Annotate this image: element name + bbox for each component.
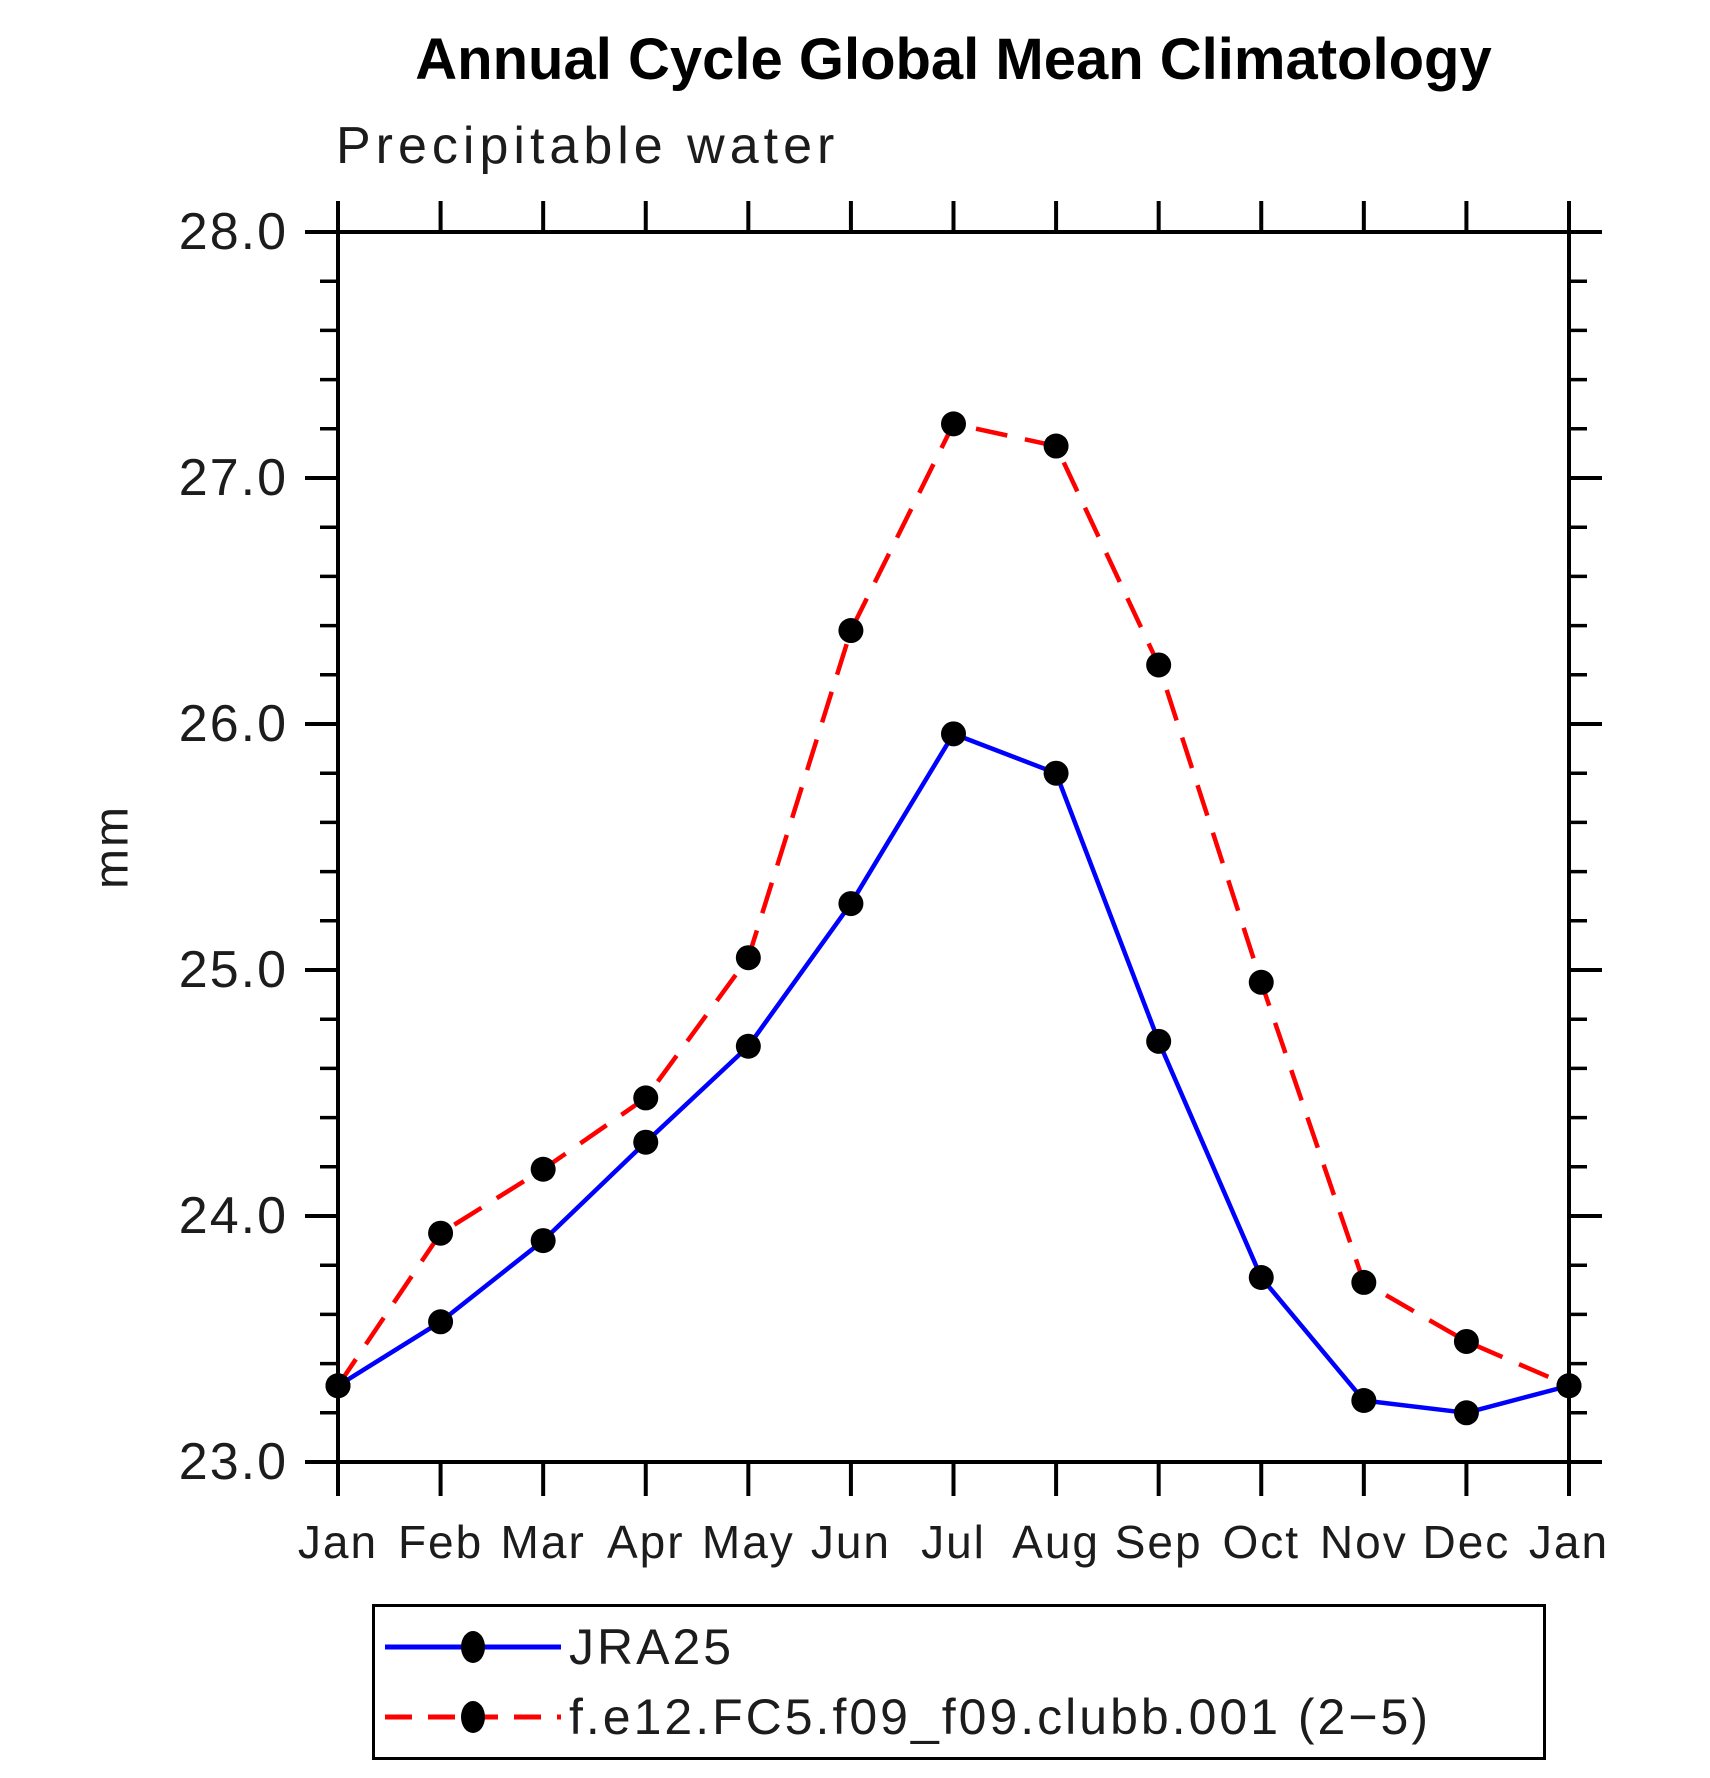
data-point-jra25	[633, 1129, 659, 1155]
legend-marker-icon	[461, 1700, 485, 1733]
x-tick-label: Aug	[1012, 1516, 1100, 1568]
data-point-clubb	[325, 1373, 351, 1399]
y-tick-label: 23.0	[179, 1433, 288, 1491]
legend-item-clubb: f.e12.FC5.f09_f09.clubb.001 (2−5)	[383, 1688, 1543, 1746]
x-tick-label: Jul	[921, 1516, 986, 1568]
data-point-clubb	[941, 411, 966, 437]
y-tick-label: 28.0	[179, 203, 288, 261]
legend-sample-solid-line	[385, 1631, 561, 1664]
data-point-jra25	[1043, 760, 1069, 786]
data-point-jra25	[530, 1228, 556, 1254]
x-tick-label: Jan	[1529, 1516, 1609, 1568]
y-axis-title: mm	[86, 805, 139, 889]
legend-item-jra25: JRA25	[383, 1618, 1543, 1676]
data-point-clubb	[735, 945, 761, 971]
y-tick-label: 27.0	[179, 449, 288, 507]
data-point-jra25	[941, 721, 966, 747]
legend-label-clubb: f.e12.FC5.f09_f09.clubb.001 (2−5)	[569, 1688, 1432, 1745]
data-point-clubb	[1043, 433, 1069, 459]
x-tick-label: Mar	[501, 1516, 586, 1568]
data-point-jra25	[1453, 1400, 1479, 1426]
chart-title: Annual Cycle Global Mean Climatology	[415, 27, 1492, 92]
y-tick-label: 25.0	[179, 941, 288, 999]
data-point-clubb	[1248, 969, 1274, 995]
series-line-clubb	[336, 421, 1570, 1388]
x-tick-label: May	[702, 1516, 795, 1568]
x-tick-label: Feb	[398, 1516, 483, 1568]
series-line-jra25	[336, 731, 1570, 1416]
data-point-clubb	[633, 1085, 659, 1111]
x-tick-label: Dec	[1423, 1516, 1511, 1568]
data-point-jra25	[428, 1309, 454, 1335]
x-tick-label: Apr	[607, 1516, 685, 1568]
data-point-jra25	[1351, 1388, 1377, 1413]
data-point-clubb	[838, 618, 864, 644]
data-point-jra25	[1248, 1265, 1274, 1290]
x-tick-label: Sep	[1115, 1516, 1203, 1568]
data-point-clubb	[530, 1156, 556, 1182]
data-point-clubb	[1453, 1328, 1479, 1354]
y-tick-label: 26.0	[179, 695, 288, 753]
legend: JRA25 f.e12.FC5.f09_f09.clubb.001 (2−5)	[372, 1604, 1546, 1760]
y-tick-label: 24.0	[179, 1187, 288, 1245]
x-tick-label: Nov	[1320, 1516, 1408, 1568]
x-tick-label: Oct	[1222, 1516, 1300, 1568]
data-point-clubb	[1556, 1373, 1582, 1399]
legend-label-jra25: JRA25	[569, 1619, 735, 1676]
legend-marker-icon	[461, 1631, 485, 1664]
data-point-clubb	[428, 1220, 454, 1246]
legend-sample-dashed-line	[385, 1700, 561, 1733]
chart-subtitle: Precipitable water	[336, 117, 840, 175]
x-tick-label: Jan	[298, 1516, 378, 1568]
data-point-clubb	[1351, 1269, 1377, 1295]
x-tick-label: Jun	[811, 1516, 891, 1568]
data-point-jra25	[735, 1033, 761, 1059]
data-point-jra25	[838, 891, 864, 917]
data-point-clubb	[1146, 652, 1172, 678]
data-point-jra25	[1146, 1028, 1172, 1054]
